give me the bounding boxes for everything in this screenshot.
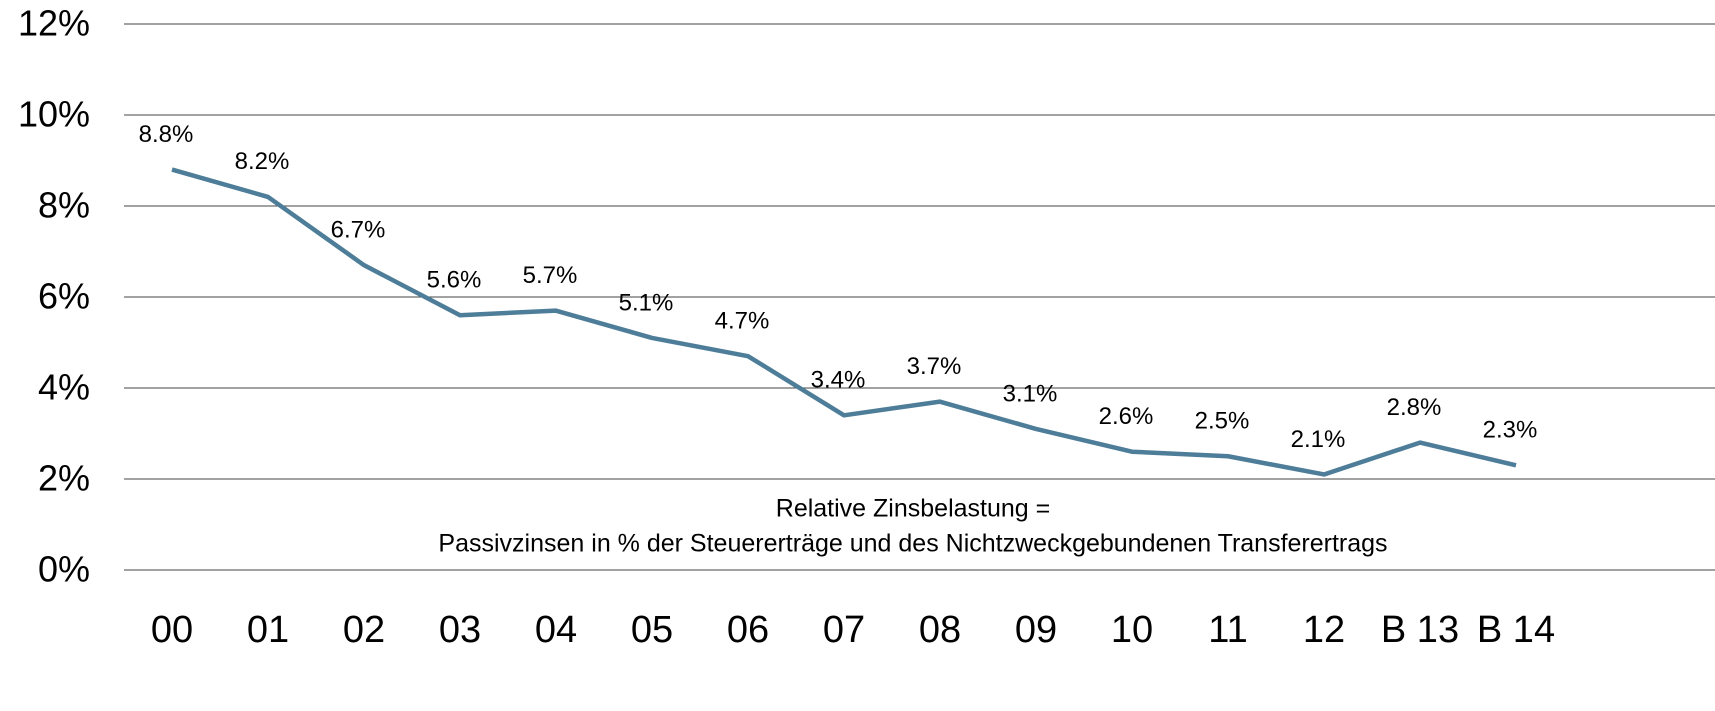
- data-label: 5.1%: [619, 289, 674, 316]
- y-tick-label: 0%: [38, 549, 90, 590]
- data-label: 3.7%: [907, 353, 962, 380]
- x-tick-label: 11: [1208, 609, 1247, 651]
- x-tick-label: 02: [343, 609, 385, 651]
- x-tick-label: 09: [1015, 609, 1057, 651]
- annotation: Relative Zinsbelastung =: [776, 495, 1050, 523]
- data-label: 5.7%: [523, 262, 578, 289]
- x-tick-label: 04: [535, 609, 577, 651]
- x-tick-label: B 13: [1381, 609, 1459, 651]
- y-tick-label: 6%: [38, 276, 90, 317]
- data-label: 2.1%: [1291, 426, 1346, 453]
- data-label: 6.7%: [331, 216, 386, 243]
- x-tick-label: 07: [823, 609, 865, 651]
- data-label: 8.8%: [139, 121, 194, 148]
- x-tick-label: 10: [1111, 609, 1153, 651]
- y-tick-label: 10%: [18, 94, 90, 135]
- x-tick-label: 05: [631, 609, 673, 651]
- y-tick-label: 12%: [18, 3, 90, 44]
- x-tick-label: 01: [247, 609, 289, 651]
- y-tick-label: 4%: [38, 367, 90, 408]
- data-label: 2.5%: [1195, 408, 1250, 435]
- data-label: 5.6%: [427, 267, 482, 294]
- line: [171, 167, 1517, 477]
- data-label: 2.3%: [1483, 417, 1538, 444]
- x-tick-label: 12: [1303, 609, 1345, 651]
- x-tick-label: 08: [919, 609, 961, 651]
- x-tick-label: B 14: [1477, 609, 1555, 651]
- data-label: 3.4%: [811, 367, 866, 394]
- y-tick-label: 2%: [38, 458, 90, 499]
- data-label: 2.8%: [1387, 394, 1442, 421]
- x-tick-label: 00: [151, 609, 193, 651]
- data-label: 4.7%: [715, 307, 770, 334]
- data-label: 8.2%: [235, 148, 290, 175]
- x-tick-label: 03: [439, 609, 481, 651]
- data-label: 3.1%: [1003, 380, 1058, 407]
- data-label: 2.6%: [1099, 403, 1154, 430]
- x-tick-label: 06: [727, 609, 769, 651]
- annotation: Passivzinsen in % der Steuererträge und …: [438, 530, 1387, 558]
- y-tick-label: 8%: [38, 185, 90, 226]
